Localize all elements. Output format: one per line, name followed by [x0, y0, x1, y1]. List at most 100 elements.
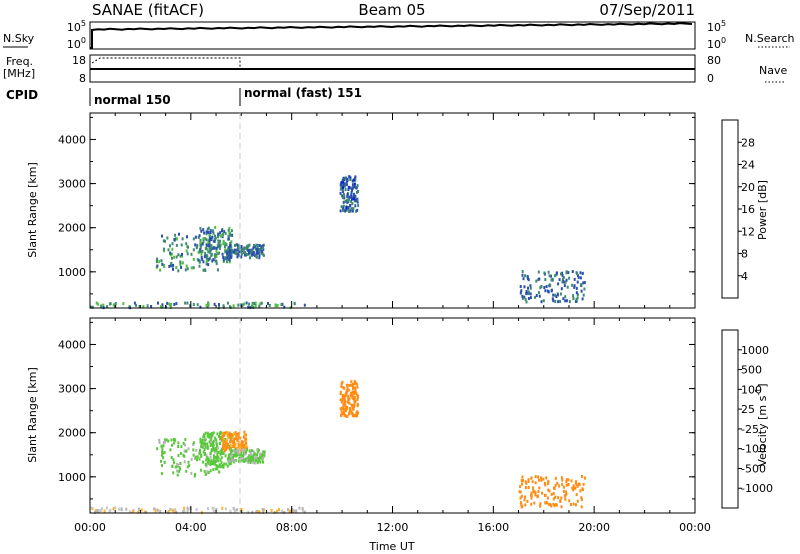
scatter-cell-arc-red — [224, 447, 227, 451]
scatter-cell-patch-18h — [520, 503, 523, 507]
scatter-cell-arc-b — [216, 444, 218, 448]
cpid-segment-1: normal 150 — [94, 93, 171, 107]
scatter-cell-arc-red — [225, 431, 228, 435]
scatter-cell-arc-a — [205, 232, 208, 236]
scatter-cell-arc-a — [170, 456, 173, 459]
scatter-cell-arc-red — [227, 435, 230, 439]
scatter-cell-echo-10h — [341, 188, 344, 192]
scatter-cell-arc-a — [162, 247, 165, 251]
scatter-cell-arc-a — [169, 448, 172, 452]
scatter-cell-patch-18h — [579, 271, 582, 275]
scatter-cell-arc-b — [215, 456, 218, 460]
scatter-cell-echo-10h — [353, 182, 356, 186]
scatter-cell-arc-b — [206, 434, 209, 438]
scatter-cell-arc-b — [215, 255, 218, 258]
scatter-cell-tail — [229, 244, 231, 248]
scatter-cell-echo-10h — [351, 209, 354, 213]
scatter-cell-arc-a — [181, 261, 184, 265]
scatter-cell-arc-a — [216, 454, 219, 458]
scatter-cell-patch-18h — [562, 280, 565, 284]
scatter-cell-arc-red — [228, 446, 231, 450]
scatter-cell-arc-b — [222, 451, 225, 455]
scatter-cell-echo-10h — [353, 397, 356, 401]
scatter-cell-tail — [226, 248, 229, 252]
y-tick-label: 4000 — [58, 133, 86, 146]
nave-label: Nave — [759, 64, 787, 77]
scatter-cell-arc-a — [193, 474, 196, 478]
scatter-cell-patch-18h — [581, 297, 584, 301]
scatter-cell-echo-10h — [357, 411, 360, 415]
scatter-cell-patch-18h — [568, 276, 571, 280]
scatter-cell-ground-scatter — [196, 303, 199, 307]
scatter-cell-patch-18h — [544, 278, 547, 281]
scatter-cell-patch-18h — [538, 277, 541, 281]
scatter-cell-echo-10h — [355, 190, 358, 194]
scatter-cell-ground-scatter — [137, 510, 140, 514]
scatter-cell-patch-18h — [576, 272, 579, 275]
scatter-cell-arc-b — [214, 234, 216, 238]
scatter-cell-tail — [242, 448, 245, 452]
scatter-cell-arc-a — [171, 464, 174, 468]
scatter-cell-ground-scatter — [108, 509, 111, 513]
scatter-cell-tail — [236, 255, 239, 259]
scatter-cell-arc-b — [222, 258, 225, 262]
scatter-cell-arc-a — [206, 247, 209, 251]
scatter-cell-patch-18h — [575, 291, 578, 295]
scatter-cell-patch-18h — [552, 492, 555, 496]
scatter-cell-arc-b — [202, 239, 205, 243]
scatter-cell-patch-18h — [567, 478, 570, 482]
scatter-cell-arc-a — [192, 441, 195, 445]
scatter-cell-arc-a — [176, 473, 179, 477]
scatter-cell-arc-a — [184, 438, 187, 441]
freq-tick-bottom: 8 — [79, 72, 86, 85]
scatter-cell-patch-18h — [576, 484, 579, 488]
scatter-cell-arc-a — [212, 468, 215, 472]
scatter-cell-patch-18h — [519, 291, 522, 295]
scatter-cell-echo-10h — [342, 386, 345, 390]
scatter-cell-arc-a — [158, 441, 161, 444]
scatter-cell-arc-b — [211, 434, 214, 438]
scatter-cell-arc-b — [222, 465, 225, 469]
scatter-cell-echo-10h — [340, 410, 343, 414]
scatter-cell-arc-b — [220, 447, 223, 451]
scatter-cell-patch-18h — [524, 495, 527, 499]
scatter-cell-ground-scatter — [114, 506, 117, 510]
scatter-cell-arc-a — [202, 268, 205, 272]
velocity-colorbar-tick-label: -100 — [741, 443, 766, 456]
scatter-cell-tail — [252, 450, 255, 454]
scatter-cell-arc-b — [212, 441, 214, 445]
scatter-cell-arc-b — [200, 454, 203, 458]
freq-label: Freq. — [6, 55, 33, 68]
scatter-cell-ground-scatter — [268, 303, 271, 307]
x-tick-label: 04:00 — [175, 521, 207, 534]
scatter-cell-echo-10h — [343, 413, 346, 417]
scatter-cell-echo-10h — [344, 199, 347, 203]
scatter-cell-echo-10h — [352, 195, 355, 199]
scatter-cell-tail — [250, 459, 252, 463]
scatter-cell-ground-scatter — [169, 507, 172, 511]
scatter-cell-echo-10h — [340, 181, 343, 184]
scatter-cell-echo-10h — [350, 191, 353, 195]
scatter-cell-echo-10h — [350, 392, 353, 396]
scatter-cell-patch-18h — [530, 494, 533, 498]
scatter-cell-tail — [263, 454, 266, 458]
scatter-cell-patch-18h — [560, 476, 563, 480]
scatter-cell-arc-a — [192, 443, 195, 446]
scatter-cell-arc-b — [224, 248, 227, 252]
scatter-cell-echo-10h — [341, 178, 344, 182]
scatter-cell-tail — [248, 249, 251, 252]
scatter-cell-ground-scatter — [112, 507, 115, 511]
scatter-cell-ground-scatter — [245, 301, 248, 305]
scatter-cell-tail — [257, 460, 260, 464]
scatter-cell-arc-b — [198, 260, 201, 264]
scatter-cell-arc-a — [155, 260, 158, 264]
scatter-cell-echo-10h — [341, 395, 344, 399]
y-tick-label: 3000 — [58, 383, 86, 396]
scatter-cell-patch-18h — [554, 483, 557, 487]
scatter-cell-ground-scatter — [169, 305, 172, 309]
y-tick-label: 4000 — [58, 338, 86, 351]
scatter-cell-patch-18h — [574, 300, 577, 303]
scatter-cell-arc-b — [230, 240, 233, 244]
y-tick-label: 1000 — [58, 266, 86, 279]
